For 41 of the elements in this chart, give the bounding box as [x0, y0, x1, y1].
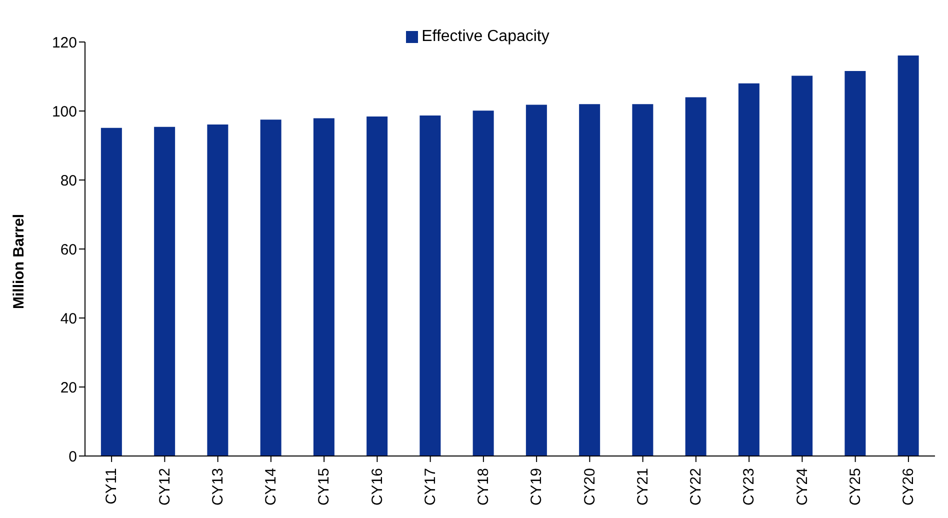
x-tick-label: CY15: [316, 468, 333, 506]
x-tick-label: CY12: [156, 468, 174, 506]
x-tick-label: CY16: [368, 468, 386, 506]
y-tick-label: 120: [52, 34, 77, 52]
x-tick-label: CY25: [846, 468, 864, 506]
x-tick-label: CY18: [475, 468, 492, 506]
x-tick-label: CY21: [634, 468, 652, 506]
bar: [632, 104, 654, 456]
y-tick-label: 0: [68, 448, 77, 466]
bar: [738, 83, 760, 456]
y-tick-label: 60: [60, 241, 77, 258]
x-tick-label: CY20: [581, 468, 598, 506]
bar: [313, 118, 334, 456]
bar: [472, 110, 494, 456]
x-tick-label: CY19: [528, 468, 546, 506]
x-tick-label: CY24: [794, 468, 811, 506]
bar: [100, 128, 122, 456]
y-tick-label: 40: [60, 310, 77, 328]
bar: [792, 76, 813, 456]
bar: [366, 116, 388, 456]
bar: [898, 55, 919, 456]
bar: [844, 70, 866, 456]
x-tick-label: CY11: [103, 468, 120, 504]
bar: [526, 104, 547, 456]
x-tick-label: CY22: [688, 468, 705, 506]
y-axis-title: Million Barrel: [10, 214, 28, 309]
bar: [154, 126, 176, 456]
y-tick-label: 80: [60, 172, 77, 190]
bar: [685, 97, 706, 456]
y-tick-label: 100: [52, 103, 77, 120]
x-tick-label: CY26: [900, 468, 918, 506]
x-tick-label: CY14: [262, 468, 280, 506]
bar: [420, 115, 441, 456]
bar: [207, 124, 228, 456]
x-tick-label: CY13: [209, 468, 226, 506]
y-tick-label: 20: [60, 379, 77, 396]
bar: [260, 120, 282, 456]
x-tick-label: CY23: [740, 468, 758, 506]
bar: [579, 104, 600, 456]
x-tick-label: CY17: [422, 468, 439, 506]
legend-label: Effective Capacity: [422, 28, 550, 45]
